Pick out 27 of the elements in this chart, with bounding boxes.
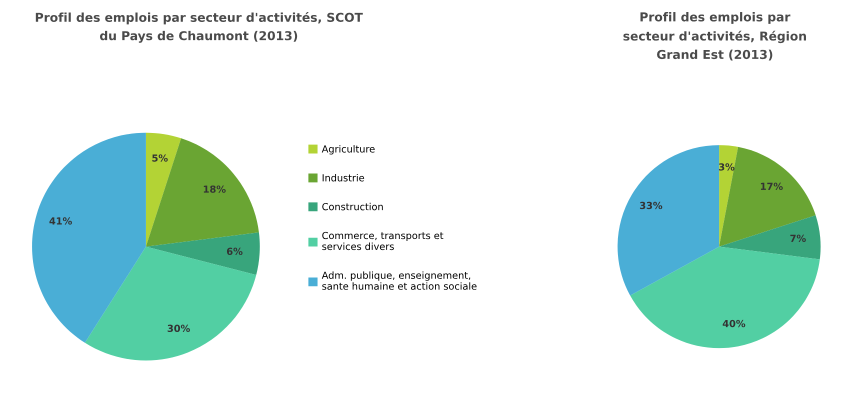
data-label: 7%	[790, 234, 806, 242]
legend-label: Commerce, transports et services divers	[322, 232, 444, 250]
pie-slice	[32, 132, 146, 343]
pie-slice	[719, 215, 821, 260]
legend-label: Adm. publique, enseignement, sante humaine et action sociale	[322, 271, 477, 290]
pie-slice	[146, 132, 182, 247]
data-label: 30%	[168, 324, 190, 332]
data-label: 3%	[718, 163, 734, 171]
data-label: 40%	[722, 320, 746, 328]
pie-slice	[84, 246, 256, 360]
legend-label: Agriculture	[322, 145, 375, 154]
data-label: 6%	[226, 248, 243, 256]
data-label: 18%	[204, 185, 226, 193]
legend-label: Industrie	[322, 174, 364, 182]
data-label: 17%	[760, 182, 783, 190]
data-label: 33%	[640, 202, 662, 210]
pie-slice	[719, 145, 738, 247]
data-label: 5%	[152, 154, 168, 162]
pie-slice	[630, 246, 820, 348]
chart-title: Profil des emplois par secteur d'activités, Région Grand Est (2013)	[623, 12, 806, 61]
legend-label: Construction	[322, 202, 383, 210]
pie-slice	[146, 232, 260, 275]
data-label: 41%	[49, 217, 72, 225]
pie-slice	[146, 138, 259, 247]
pie-slice	[719, 146, 816, 247]
pie-slice	[618, 145, 720, 296]
chart-title: Profil des emplois par secteur d'activités, SCOT du Pays de Chaumont (2013)	[36, 12, 363, 43]
